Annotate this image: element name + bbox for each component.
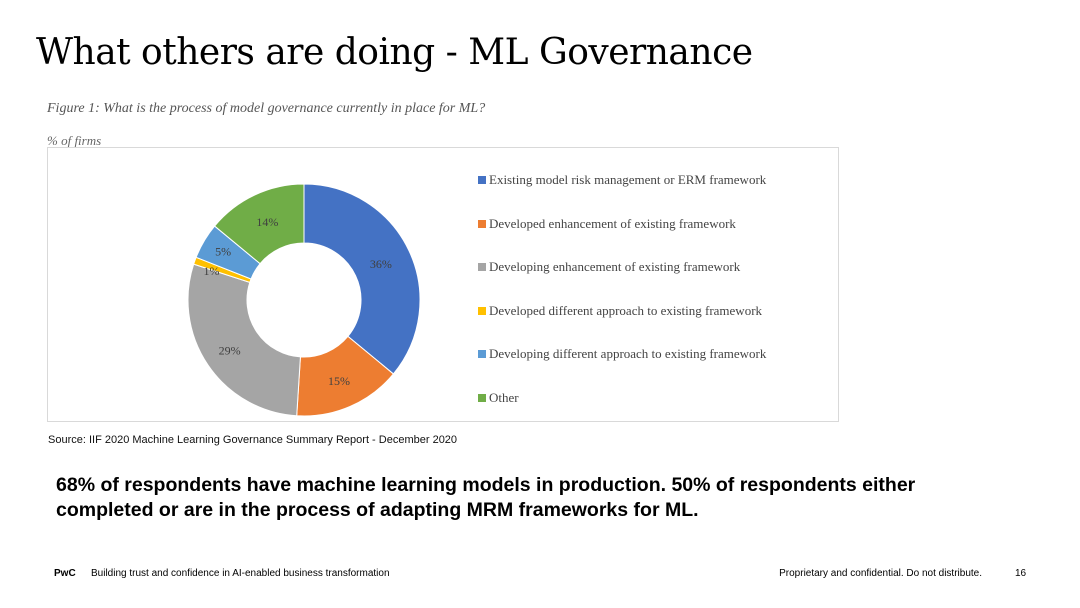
legend-item-existing-model-risk-management-or-erm-framework: Existing model risk management or ERM fr… [478,172,766,188]
legend-swatch [478,176,486,184]
footer-page-number: 16 [1015,568,1027,579]
footer-confidentiality: Proprietary and confidential. Do not dis… [779,568,982,579]
donut-slice-existing-model-risk-management-or-erm-framework [303,183,421,375]
data-label-developing-different-approach-to-existing-framework: 5% [215,245,231,259]
figure-subcaption: % of firms [47,133,102,148]
source-note: Source: IIF 2020 Machine Learning Govern… [48,434,458,446]
key-message: 68% of respondents have machine learning… [56,474,916,521]
data-label-existing-model-risk-management-or-erm-framework: 36% [370,257,392,271]
donut-slice-other [213,183,305,265]
legend-label: Developed different approach to existing… [489,302,763,318]
donut-slice-developing-enhancement-of-existing-framework [187,263,301,417]
legend-label: Developing enhancement of existing frame… [489,259,741,275]
legend-item-developing-different-approach-to-existing-framework: Developing different approach to existin… [478,346,766,362]
legend-label: Other [489,390,519,405]
footer-brand: PwC [54,568,76,579]
chart-panel: 36% 15% 29% 1% 5% 14% Existing model risk man… [47,147,839,422]
data-label-developing-enhancement-of-existing-framework: 29% [219,344,241,358]
legend-swatch [478,263,486,272]
legend-label: Existing model risk management or ERM fr… [489,172,767,187]
legend-label: Developed enhancement of existing framew… [489,215,736,231]
legend-item-developed-different-approach-to-existing-framework: Developed different approach to existing… [478,303,762,319]
data-label-developed-enhancement-of-existing-framework: 15% [328,374,350,388]
footer-tagline: Building trust and confidence in AI-enab… [91,568,390,579]
data-label-developed-different-approach-to-existing-framework: 1% [203,264,219,278]
legend-item-other: Other [478,390,519,406]
legend-item-developed-enhancement-of-existing-framework: Developed enhancement of existing framew… [478,216,736,232]
data-label-other: 14% [256,215,278,229]
donut-chart: 36% 15% 29% 1% 5% 14% [187,183,421,417]
legend-swatch [478,394,486,402]
slide-title: What others are doing - ML Governance [36,32,753,73]
legend-label: Developing different approach to existin… [489,346,767,362]
legend-item-developing-enhancement-of-existing-framework: Developing enhancement of existing frame… [478,259,740,275]
legend-swatch [478,306,486,315]
legend-swatch [478,219,486,228]
legend-swatch [478,350,486,359]
figure-caption: Figure 1: What is the process of model g… [47,101,486,116]
